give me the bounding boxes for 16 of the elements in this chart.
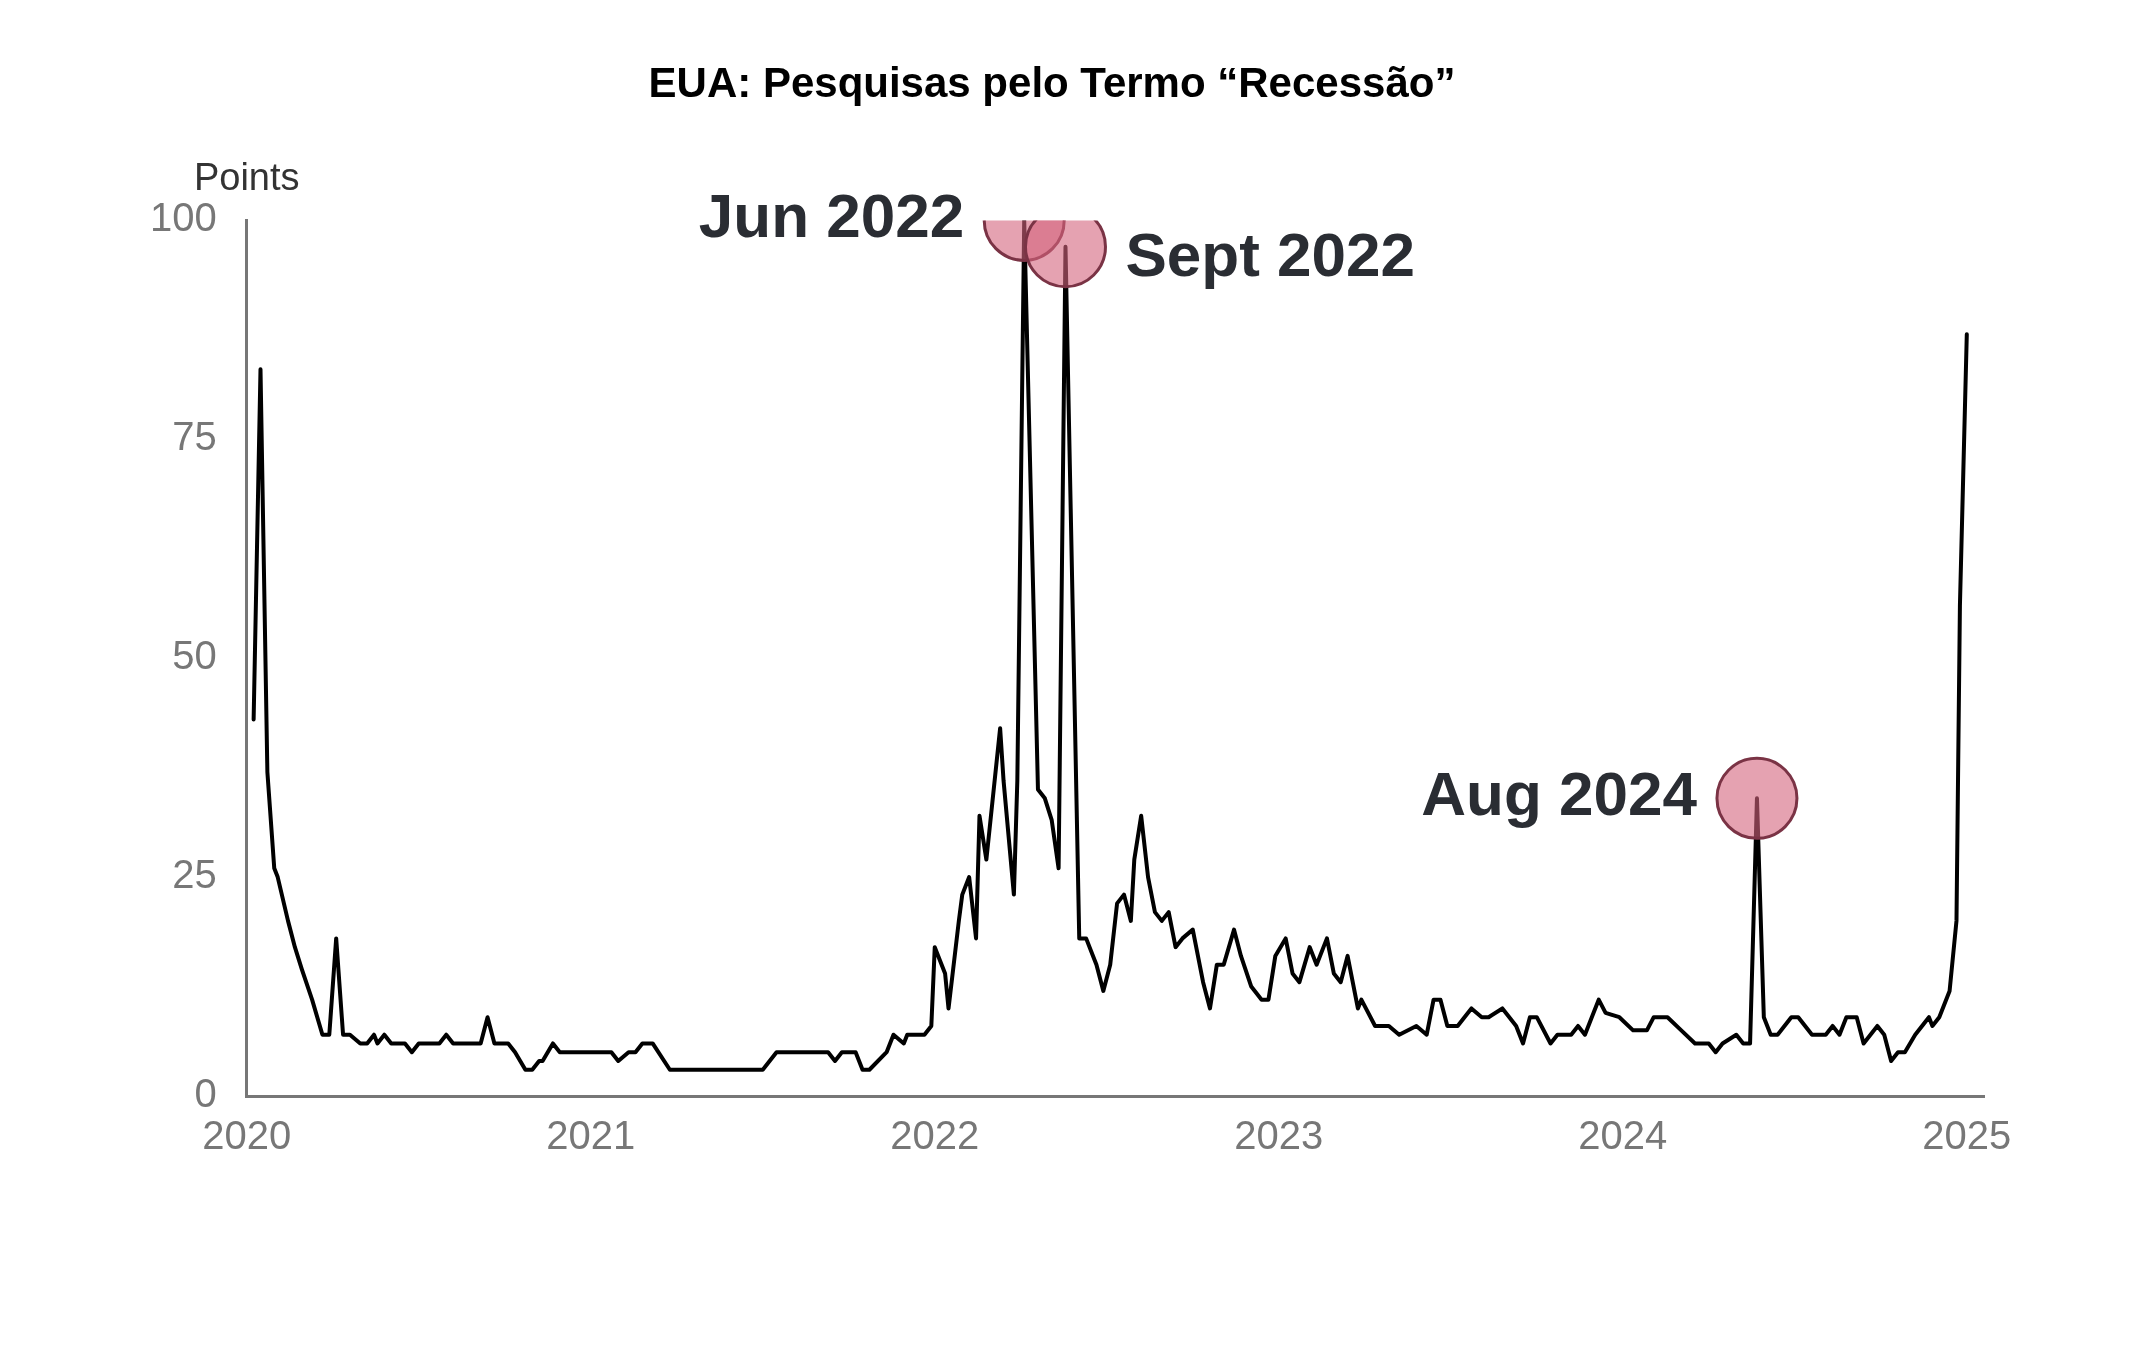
y-tick-label: 0 xyxy=(194,1071,217,1116)
y-tick-label: 50 xyxy=(172,633,217,678)
x-tick-label: 2023 xyxy=(1234,1113,1324,1158)
annotation: Aug 2024 xyxy=(1421,759,1698,829)
y-tick-label: 75 xyxy=(172,414,217,459)
x-tick-label: 2022 xyxy=(890,1113,980,1158)
chart-title: EUA: Pesquisas pelo Termo “Recessão” xyxy=(648,58,1456,106)
x-tick-label: 2024 xyxy=(1578,1113,1668,1158)
y-axis-title: Points xyxy=(193,155,300,198)
x-tick-label: 2021 xyxy=(546,1113,636,1158)
y-tick-label: 100 xyxy=(149,195,217,240)
annotation: Sept 2022 xyxy=(1125,219,1415,289)
y-tick-label: 25 xyxy=(172,852,217,897)
x-tick-label: 2025 xyxy=(1922,1113,2012,1158)
x-tick-label: 2020 xyxy=(202,1113,292,1158)
annotation: Jun 2022 xyxy=(698,181,965,251)
